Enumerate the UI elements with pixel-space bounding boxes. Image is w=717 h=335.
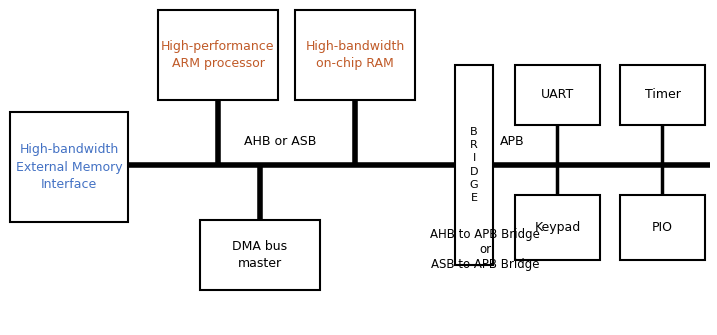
- Bar: [515, 65, 600, 125]
- Text: High-performance
ARM processor: High-performance ARM processor: [161, 40, 275, 70]
- Text: Keypad: Keypad: [534, 221, 581, 234]
- Bar: [455, 65, 493, 265]
- Text: AHB to APB Bridge
or
ASB to APB Bridge: AHB to APB Bridge or ASB to APB Bridge: [430, 228, 540, 271]
- Text: B
R
I
D
G
E: B R I D G E: [470, 127, 478, 203]
- Text: High-bandwidth
External Memory
Interface: High-bandwidth External Memory Interface: [16, 143, 123, 191]
- Bar: [620, 65, 705, 125]
- Text: AHB or ASB: AHB or ASB: [244, 135, 316, 148]
- Bar: [620, 195, 705, 260]
- Bar: [295, 10, 415, 100]
- Text: PIO: PIO: [652, 221, 673, 234]
- Text: DMA bus
master: DMA bus master: [232, 240, 288, 270]
- Text: Timer: Timer: [645, 88, 680, 102]
- Bar: [200, 220, 320, 290]
- Text: UART: UART: [541, 88, 574, 102]
- Bar: [158, 10, 278, 100]
- Text: APB: APB: [500, 135, 525, 148]
- Bar: [515, 195, 600, 260]
- Bar: [10, 112, 128, 222]
- Text: High-bandwidth
on-chip RAM: High-bandwidth on-chip RAM: [305, 40, 404, 70]
